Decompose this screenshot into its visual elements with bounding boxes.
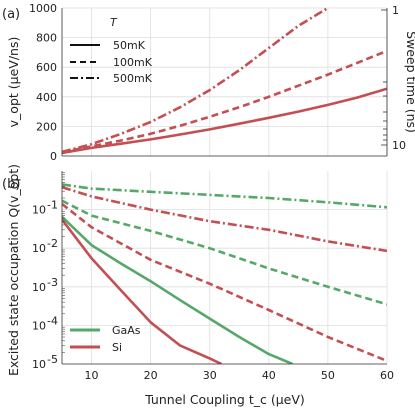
legend-label-gaas: GaAs xyxy=(112,324,141,337)
panel-b-series xyxy=(62,183,387,364)
legend-label-si: Si xyxy=(112,341,122,354)
x-tick-label: 50 xyxy=(321,369,335,382)
panel-a-plot-area xyxy=(62,8,387,156)
y-tick-label: 1000 xyxy=(29,2,57,15)
y-tick-label: 10 xyxy=(32,358,46,371)
panel-b-ylabel: Excited state occupation Q(v_opt) xyxy=(6,164,21,376)
panel-a-legend: T 50mK 100mK 500mK xyxy=(70,16,153,85)
panel-b-plot-area xyxy=(62,171,387,364)
y-tick-label: 10 xyxy=(32,242,46,255)
series-line-gaas-dashed xyxy=(62,199,387,306)
x-tick-label: 20 xyxy=(144,369,158,382)
y-tick-label: 400 xyxy=(36,91,57,104)
y-tick-label: 200 xyxy=(36,120,57,133)
panel-b-label: (b) xyxy=(2,177,20,192)
series-line-si-dashed xyxy=(62,202,387,363)
series-line-50mk xyxy=(62,87,387,155)
panel-a-ticks: 0 200 400 600 800 1000 1 10 xyxy=(29,2,406,163)
legend-label-50mk: 50mK xyxy=(113,39,146,52)
series-line-100mk xyxy=(62,49,387,154)
series-line-si-dashdot xyxy=(62,185,387,253)
y-tick-exponent: -2 xyxy=(47,237,58,250)
y-tick-label: 0 xyxy=(50,150,57,163)
y-tick-exponent: -5 xyxy=(47,353,58,366)
panel-a-ylabel-right: Sweep time (ns) xyxy=(404,31,415,133)
series-line-si-solid xyxy=(62,218,223,364)
legend-label-100mk: 100mK xyxy=(113,56,153,69)
panel-b-xlabel: Tunnel Coupling t_c (μeV) xyxy=(144,392,305,407)
legend-title: T xyxy=(110,16,118,29)
y-tick-exponent: -3 xyxy=(47,276,58,289)
series-line-500mk xyxy=(62,8,329,154)
x-tick-label: 60 xyxy=(380,369,394,382)
panel-b-legend: GaAs Si xyxy=(70,324,141,354)
panel-a-series xyxy=(62,8,387,155)
legend-label-500mk: 500mK xyxy=(113,72,153,85)
panel-a-label: (a) xyxy=(2,7,20,22)
y-tick-exponent: -1 xyxy=(47,199,58,212)
right-tick-label: 1 xyxy=(392,4,399,17)
right-tick-label: 10 xyxy=(392,139,406,152)
y-tick-label: 800 xyxy=(36,32,57,45)
y-tick-label: 10 xyxy=(32,204,46,217)
y-tick-label: 10 xyxy=(32,319,46,332)
series-line-gaas-solid xyxy=(62,215,294,364)
x-tick-label: 40 xyxy=(262,369,276,382)
y-tick-label: 600 xyxy=(36,61,57,74)
x-tick-label: 10 xyxy=(85,369,99,382)
y-tick-label: 10 xyxy=(32,281,46,294)
y-tick-exponent: -4 xyxy=(47,314,58,327)
series-line-gaas-dashdot xyxy=(62,183,387,209)
panel-a-ylabel: v_opt (μeV/ns) xyxy=(6,37,21,128)
x-tick-label: 30 xyxy=(203,369,217,382)
